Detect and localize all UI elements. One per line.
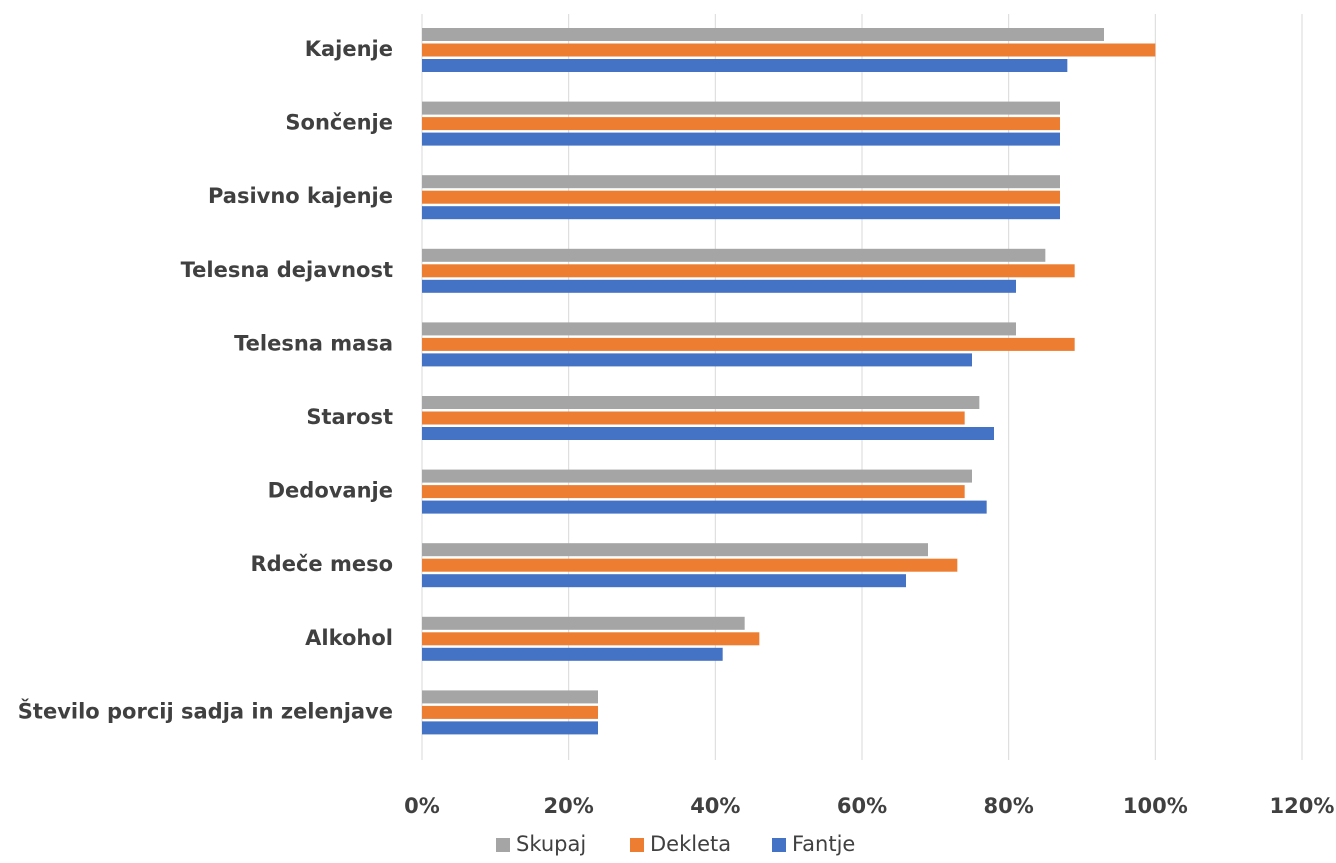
- bar-skupaj: [422, 543, 928, 557]
- category-label: Rdeče meso: [251, 552, 394, 576]
- bar-dekleta: [422, 264, 1075, 278]
- bar-fantje: [422, 500, 987, 514]
- bar-skupaj: [422, 248, 1046, 262]
- bar-dekleta: [422, 117, 1060, 131]
- x-tick-label: 100%: [1123, 794, 1188, 818]
- legend-swatch: [772, 838, 786, 852]
- legend-label: Fantje: [792, 832, 855, 856]
- category-label: Sončenje: [285, 111, 393, 135]
- bar-skupaj: [422, 101, 1060, 115]
- category-labels: Kajenje Sončenje Pasivno kajenje Telesna de…: [18, 37, 393, 723]
- bar-fantje: [422, 647, 723, 661]
- bar-fantje: [422, 206, 1060, 220]
- category-label: Dedovanje: [268, 479, 393, 503]
- bar-fantje: [422, 132, 1060, 146]
- category-label: Telesna dejavnost: [181, 258, 393, 282]
- bar-dekleta: [422, 632, 760, 646]
- x-tick-label: 20%: [544, 794, 594, 818]
- bar-fantje: [422, 574, 906, 588]
- bar-skupaj: [422, 322, 1016, 336]
- x-tick-label: 40%: [690, 794, 740, 818]
- bar-fantje: [422, 427, 994, 440]
- bar-skupaj: [422, 28, 1104, 41]
- category-label: Starost: [306, 405, 393, 429]
- bar-skupaj: [422, 175, 1060, 189]
- bar-fantje: [422, 721, 598, 735]
- legend-swatch: [630, 838, 644, 852]
- category-label: Število porcij sadja in zelenjave: [18, 698, 393, 723]
- bar-dekleta: [422, 705, 598, 719]
- bar-dekleta: [422, 558, 958, 572]
- category-label: Telesna masa: [234, 331, 393, 355]
- bar-dekleta: [422, 190, 1060, 204]
- x-tick-label: 80%: [984, 794, 1034, 818]
- bar-skupaj: [422, 469, 972, 483]
- category-label: Pasivno kajenje: [208, 184, 393, 208]
- bar-fantje: [422, 59, 1068, 72]
- bar-skupaj: [422, 690, 598, 704]
- bar-dekleta: [422, 43, 1156, 57]
- legend-label: Skupaj: [516, 832, 586, 856]
- category-label: Alkohol: [305, 626, 393, 650]
- legend-swatch: [496, 838, 510, 852]
- bar-dekleta: [422, 485, 965, 499]
- bar-dekleta: [422, 411, 965, 425]
- x-tick-label: 0%: [404, 794, 440, 818]
- x-tick-label: 60%: [837, 794, 887, 818]
- bar-fantje: [422, 279, 1016, 293]
- x-tick-label: 120%: [1270, 794, 1335, 818]
- bar-skupaj: [422, 396, 980, 409]
- bar-fantje: [422, 353, 972, 367]
- legend-label: Dekleta: [650, 832, 731, 856]
- x-tick-labels: 0% 20% 40% 60% 80% 100% 120%: [404, 794, 1334, 818]
- legend: Skupaj Dekleta Fantje: [496, 832, 855, 856]
- bars: [422, 28, 1156, 735]
- bar-dekleta: [422, 337, 1075, 351]
- bar-skupaj: [422, 616, 745, 630]
- category-label: Kajenje: [305, 37, 393, 61]
